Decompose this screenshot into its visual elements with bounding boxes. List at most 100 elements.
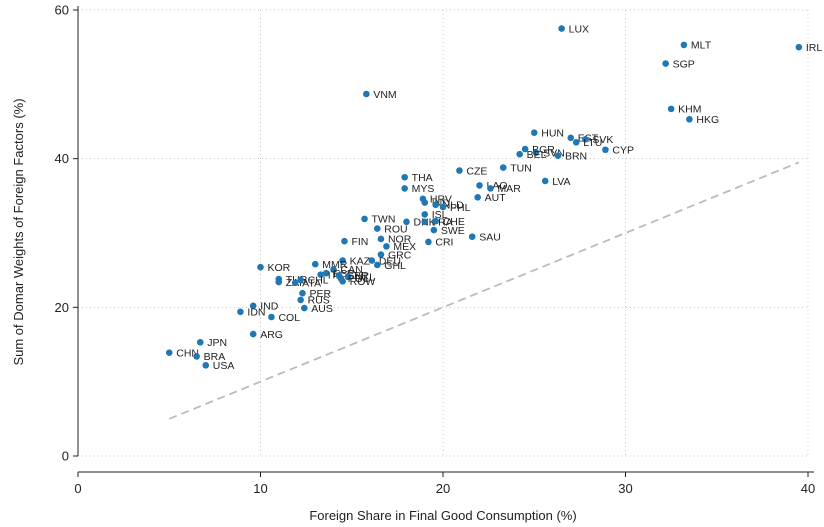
data-point-label: VNM	[373, 89, 396, 101]
data-point-label: MLT	[691, 40, 712, 52]
data-point-label: SWE	[441, 225, 465, 237]
data-point-label: IND	[260, 301, 279, 313]
data-point-label: MAR	[497, 183, 521, 195]
data-point	[374, 225, 381, 232]
data-point-label: JPN	[207, 337, 227, 349]
data-point	[432, 217, 440, 225]
data-point	[341, 237, 348, 245]
data-point	[795, 43, 803, 51]
data-point-label: CHE	[443, 216, 465, 228]
data-point	[403, 218, 410, 226]
data-point-label: THA	[412, 172, 433, 184]
data-point-label: NLD	[443, 200, 464, 212]
data-point	[249, 302, 257, 310]
data-point-label: HKG	[696, 114, 719, 126]
data-point	[165, 349, 173, 356]
data-point-label: POL	[348, 273, 369, 285]
x-axis-label: Foreign Share in Final Good Consumption …	[309, 508, 576, 523]
data-point	[330, 266, 337, 273]
data-point	[193, 353, 200, 360]
data-point-label: GBR	[346, 270, 369, 282]
data-point-label: CHL	[308, 275, 329, 287]
data-point	[541, 177, 549, 185]
data-point	[468, 233, 476, 241]
data-point-label: IRL	[806, 42, 823, 54]
x-tick-label: 20	[436, 481, 450, 496]
data-point-label: KAZ	[350, 255, 371, 267]
data-point-label: COL	[278, 312, 300, 324]
y-tick-label: 60	[55, 3, 69, 18]
data-point-label: CHN	[176, 347, 199, 359]
data-point	[344, 273, 352, 281]
data-point-label: TUR	[286, 274, 308, 286]
data-point	[377, 235, 385, 243]
data-point-label: MYS	[412, 183, 435, 195]
data-point-label: MEX	[393, 241, 416, 253]
data-point	[516, 150, 523, 158]
data-point	[667, 105, 675, 113]
data-point-label: KHM	[678, 104, 701, 116]
grid	[77, 9, 809, 457]
data-point-label: RUS	[308, 295, 330, 307]
data-point	[602, 146, 609, 154]
data-point	[377, 251, 385, 258]
data-point-label: ATA	[302, 278, 321, 290]
data-point	[487, 185, 494, 192]
data-point-label: AUT	[485, 192, 507, 204]
axis-ticks: 0 10 20 30 40 0 20 40 60	[55, 3, 816, 497]
data-point	[662, 60, 669, 67]
data-point-label: PER	[309, 288, 331, 300]
data-point	[297, 276, 304, 284]
data-point-label: BEL	[527, 149, 547, 161]
data-point	[374, 261, 381, 269]
data-point-label: CZE	[466, 165, 487, 177]
data-point-label: LUX	[569, 23, 589, 35]
data-point	[439, 203, 447, 211]
data-point-label: LVA	[552, 176, 570, 188]
data-point	[311, 260, 319, 268]
data-point	[430, 226, 438, 234]
data-point	[432, 201, 440, 209]
x-tick-label: 0	[74, 481, 81, 496]
data-point	[299, 289, 306, 297]
data-point	[567, 134, 575, 142]
data-point-label: AUS	[311, 303, 333, 315]
data-point	[476, 182, 483, 189]
data-point	[339, 278, 346, 285]
data-point	[291, 279, 299, 287]
data-point-label: ROU	[384, 223, 407, 235]
data-point	[268, 313, 275, 321]
data-point-label: BRN	[565, 150, 587, 162]
data-point-label: IDN	[247, 307, 265, 319]
data-point	[339, 257, 346, 264]
data-point-label: SVK	[592, 134, 613, 146]
data-point	[558, 25, 565, 32]
data-point	[383, 243, 390, 250]
data-point-label: SGP	[673, 58, 695, 70]
data-point-label: TUN	[510, 162, 532, 174]
data-point	[421, 199, 429, 206]
y-axis-label: Sum of Domar Weights of Foreign Factors …	[11, 98, 26, 365]
data-point-label: LTU	[583, 137, 602, 149]
data-point	[421, 211, 429, 218]
y-tick-label: 20	[55, 300, 69, 315]
data-point	[361, 215, 368, 223]
y-tick-label: 40	[55, 151, 69, 166]
data-point	[202, 362, 210, 369]
data-point	[368, 257, 376, 264]
data-point	[322, 269, 330, 277]
data-point-label: FIN	[351, 236, 368, 248]
x-tick-label: 10	[253, 481, 267, 496]
data-point	[425, 238, 432, 246]
data-point	[317, 271, 325, 278]
data-point-label: NOR	[388, 234, 412, 246]
data-point	[582, 136, 589, 143]
data-point-label: GRC	[388, 249, 412, 261]
data-point-label: ARG	[260, 329, 283, 341]
data-point-label: BRA	[204, 351, 226, 363]
data-points: LUXMLTIRLSGPVNMKHMHKGHUNESTSVKLTUCYPBGRS…	[165, 23, 823, 372]
data-point-label: PHL	[450, 202, 471, 214]
data-point-label: USA	[213, 360, 235, 372]
data-point-label: SAU	[479, 232, 501, 244]
